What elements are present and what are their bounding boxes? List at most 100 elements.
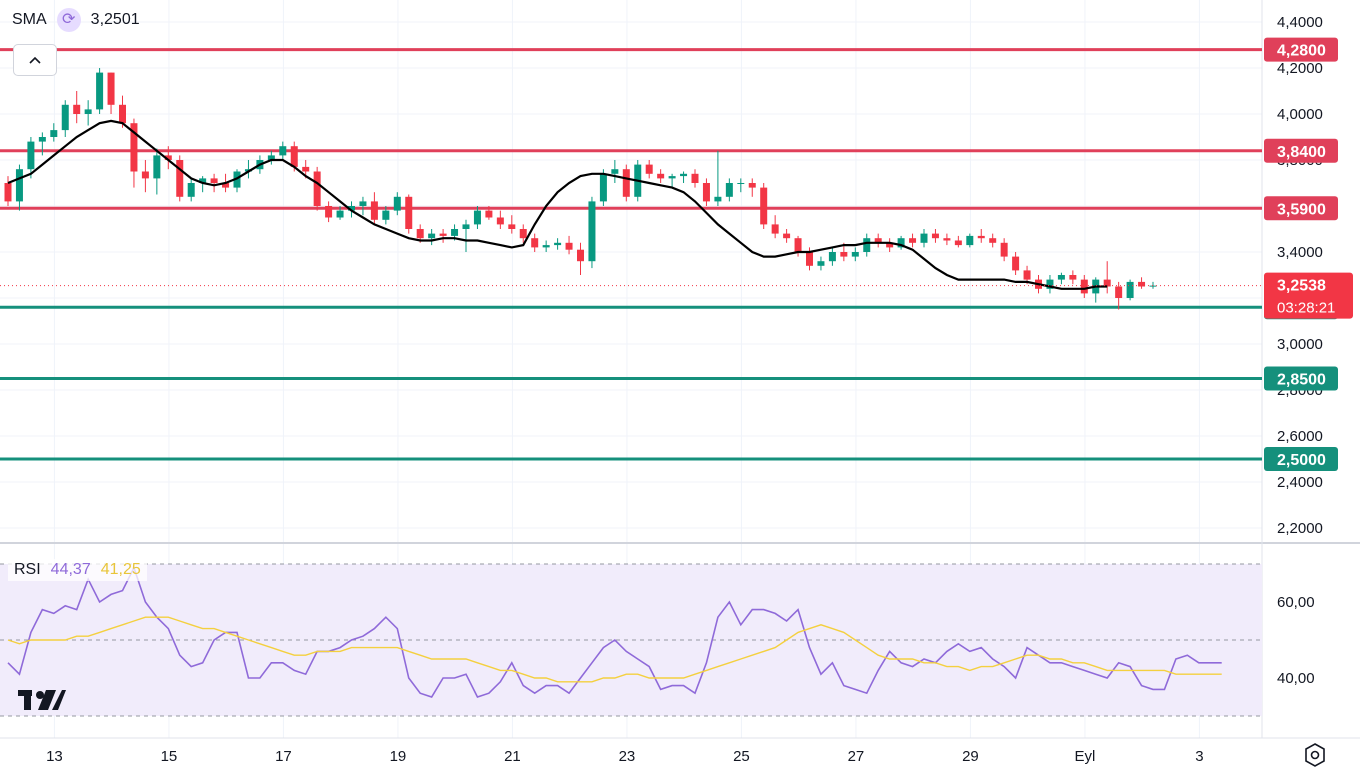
candle-down — [130, 123, 138, 172]
time-tick-label: 25 — [733, 748, 750, 765]
support-level-tag — [1264, 366, 1338, 391]
bar-countdown-label: 03:28:21 — [1277, 300, 1335, 317]
candle-up — [817, 261, 825, 266]
candle-down — [977, 235, 985, 239]
candle-down — [622, 169, 630, 197]
price-tick-label: 4,2000 — [1277, 60, 1323, 77]
rsi-value: 44,37 — [50, 561, 91, 578]
candle-down — [657, 173, 665, 179]
chevron-up-icon — [29, 56, 41, 64]
candle-down — [176, 160, 184, 197]
candle-down — [141, 171, 149, 179]
candle-up — [462, 224, 470, 229]
candle-down — [313, 171, 321, 206]
gear-icon[interactable] — [1302, 742, 1328, 768]
candle-up — [680, 173, 688, 177]
candle-up — [588, 201, 596, 262]
candle-down — [164, 155, 172, 160]
candle-down — [806, 252, 813, 266]
candle-up — [348, 206, 355, 211]
candle-up — [382, 210, 390, 220]
time-tick-label: 27 — [848, 748, 865, 765]
candle-up — [279, 146, 287, 156]
candle-up — [737, 183, 745, 184]
candle-down — [222, 183, 230, 188]
candle-down — [989, 238, 997, 243]
candle-up — [393, 196, 401, 211]
candle-down — [771, 224, 779, 234]
rsi-label: RSI — [14, 561, 41, 578]
candle-up — [84, 109, 92, 114]
candle-down — [1069, 275, 1077, 280]
candle-up — [1126, 281, 1134, 298]
candle-down — [840, 252, 848, 257]
candle-down — [290, 146, 298, 167]
candle-up — [668, 176, 676, 179]
rsi-tick-label: 60,00 — [1277, 594, 1315, 611]
rsi-line — [7, 565, 1222, 698]
resistance-level-tag — [1264, 138, 1338, 163]
price-tick-label: 3,0000 — [1277, 336, 1323, 353]
candle-down — [519, 229, 527, 239]
sma-label: SMA — [12, 11, 47, 28]
candle-up — [714, 196, 722, 202]
price-tick-label: 2,4000 — [1277, 474, 1323, 491]
candle-up — [153, 155, 161, 179]
candle-down — [370, 201, 378, 220]
candle-down — [748, 183, 756, 188]
candle-up — [187, 183, 195, 197]
candle-down — [119, 104, 126, 124]
price-tick-label: 4,0000 — [1277, 106, 1323, 123]
tradingview-logo[interactable] — [18, 686, 68, 714]
candle-down — [577, 249, 584, 262]
sma-legend: SMA ⟳ 3,2501 — [12, 8, 140, 32]
candle-down — [302, 166, 310, 172]
candle-down — [416, 229, 424, 239]
candle-down — [107, 72, 115, 105]
resistance-level-label: 3,5900 — [1277, 201, 1326, 218]
time-tick-label: Eyl — [1075, 748, 1096, 765]
candle-down — [1080, 279, 1088, 294]
price-tick-label: 3,4000 — [1277, 244, 1323, 261]
candle-up — [725, 183, 733, 197]
candle-down — [439, 233, 447, 236]
candle-down — [943, 238, 951, 241]
candle-down — [909, 238, 917, 243]
candle-down — [794, 238, 802, 252]
candle-up — [897, 238, 905, 248]
candle-down — [954, 240, 962, 246]
candle-up — [428, 233, 436, 239]
candle-down — [210, 178, 218, 183]
rsi-ma-line — [7, 616, 1222, 683]
candle-up — [966, 235, 974, 246]
candle-down — [1103, 279, 1111, 287]
candle-up — [199, 178, 207, 183]
candle-up — [554, 242, 562, 246]
candle-up — [828, 252, 836, 262]
candle-up — [38, 137, 46, 142]
time-tick-label: 21 — [504, 748, 521, 765]
time-tick-label: 3 — [1195, 748, 1203, 765]
candle-up — [15, 169, 23, 202]
current-price-label: 3,2538 — [1277, 278, 1326, 295]
candle-down — [931, 233, 939, 239]
candle-up — [27, 141, 35, 170]
candle-down — [325, 206, 333, 218]
candle-up — [1057, 275, 1065, 280]
time-tick-label: 29 — [962, 748, 979, 765]
candle-up — [336, 210, 344, 218]
time-tick-label: 17 — [275, 748, 292, 765]
candle-down — [1012, 256, 1020, 271]
candle-down — [1138, 281, 1146, 287]
time-tick-label: 23 — [619, 748, 636, 765]
refresh-icon[interactable]: ⟳ — [56, 8, 81, 32]
rsi-ma-value: 41,25 — [100, 561, 141, 578]
candle-down — [874, 238, 882, 243]
sma-line — [7, 119, 1108, 290]
candle-up — [542, 245, 550, 248]
candle-down — [73, 104, 81, 114]
collapse-legend-button[interactable] — [13, 44, 57, 76]
resistance-level-tag — [1264, 37, 1338, 62]
candle-down — [1000, 242, 1008, 257]
